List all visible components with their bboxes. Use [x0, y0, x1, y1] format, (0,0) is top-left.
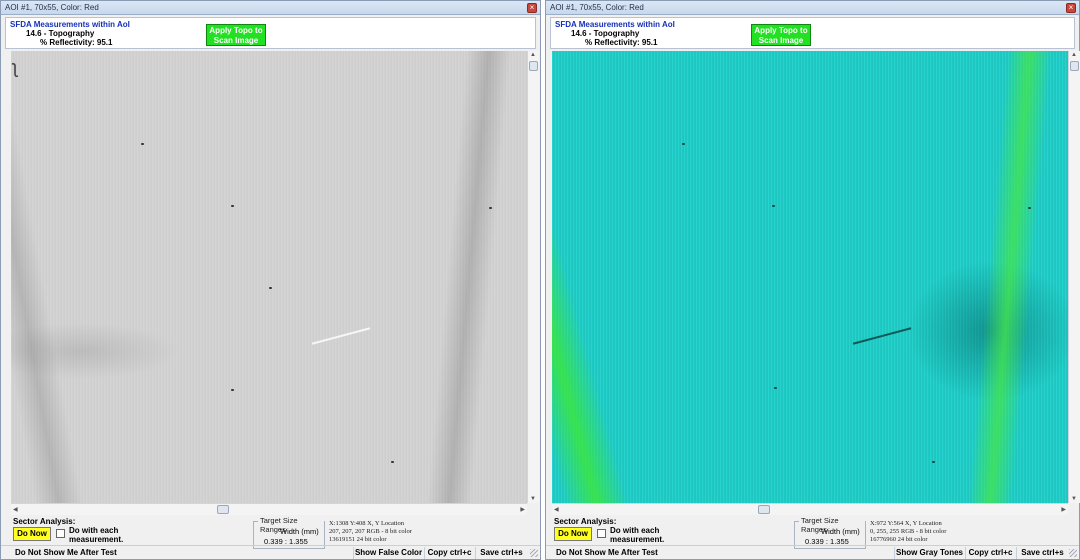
- speck-mark: [682, 143, 685, 145]
- close-icon[interactable]: ×: [1066, 3, 1076, 13]
- scroll-right-icon[interactable]: ▶: [1061, 507, 1066, 513]
- bottom-toolbar: Do Not Show Me After Test Show False Col…: [1, 545, 540, 559]
- topography-value: 14.6 - Topography: [26, 29, 95, 38]
- target-size-group: Target Size Ranges Width (mm) 0.339 : 1.…: [794, 516, 866, 549]
- apply-topo-button[interactable]: Apply Topo to Scan Image: [751, 24, 811, 46]
- do-now-button[interactable]: Do Now: [13, 527, 51, 541]
- do-with-each-label: Do with each measurement.: [69, 526, 124, 544]
- target-size-group: Target Size Ranges Width (mm) 0.339 : 1.…: [253, 516, 325, 549]
- scan-image[interactable]: [552, 51, 1068, 503]
- scratch-mark: [311, 327, 371, 345]
- measurements-heading: SFDA Measurements within AoI: [10, 20, 130, 29]
- scratch-mark: [852, 327, 912, 345]
- speck-mark: [231, 389, 234, 391]
- horizontal-scrollbar[interactable]: ◀ ▶: [11, 503, 527, 515]
- speck-mark: [231, 205, 234, 207]
- speck-mark: [772, 205, 775, 207]
- speck-mark: [391, 461, 394, 463]
- xy-location: X:1308 Y:408 X, Y Location: [329, 520, 405, 527]
- scroll-down-icon[interactable]: ▼: [1071, 496, 1077, 502]
- resize-grip-icon[interactable]: [1069, 549, 1077, 557]
- horizontal-scroll-thumb[interactable]: [217, 505, 229, 514]
- copy-button[interactable]: Copy ctrl+c: [424, 547, 474, 559]
- bottom-toolbar: Do Not Show Me After Test Show Gray Tone…: [546, 545, 1079, 559]
- show-false-color-button[interactable]: Show False Color: [353, 547, 423, 559]
- xy-location: X:972 Y:564 X, Y Location: [870, 520, 942, 527]
- scroll-down-icon[interactable]: ▼: [530, 496, 536, 502]
- show-gray-tones-button[interactable]: Show Gray Tones: [894, 547, 963, 559]
- scroll-left-icon[interactable]: ◀: [554, 507, 559, 513]
- sector-analysis-label: Sector Analysis:: [13, 517, 76, 526]
- rgb-value: 0, 255, 255 RGB - 8 bit color: [870, 528, 947, 535]
- speck-mark: [932, 461, 935, 463]
- topography-value: 14.6 - Topography: [571, 29, 640, 38]
- save-button[interactable]: Save ctrl+s: [1016, 547, 1068, 559]
- measurement-info-panel: SFDA Measurements within AoI 14.6 - Topo…: [5, 17, 536, 49]
- scroll-up-icon[interactable]: ▲: [1071, 52, 1077, 58]
- pixel-info: X:1308 Y:408 X, Y Location 207, 207, 207…: [329, 520, 449, 544]
- color-24bit-value: 16776960 24 bit color: [870, 536, 928, 543]
- measurements-heading: SFDA Measurements within AoI: [555, 20, 675, 29]
- width-mm-label: Width (mm): [280, 527, 319, 536]
- do-with-each-checkbox[interactable]: [597, 529, 606, 538]
- color-24bit-value: 13619151 24 bit color: [329, 536, 387, 543]
- reflectivity-value: % Reflectivity: 95.1: [40, 38, 113, 47]
- pixel-info: X:972 Y:564 X, Y Location 0, 255, 255 RG…: [870, 520, 990, 544]
- measurement-info-panel: SFDA Measurements within AoI 14.6 - Topo…: [550, 17, 1075, 49]
- scroll-right-icon[interactable]: ▶: [520, 507, 525, 513]
- width-mm-label: Width (mm): [821, 527, 860, 536]
- window-titlebar[interactable]: AOI #1, 70x55, Color: Red ×: [1, 1, 540, 15]
- window-title: AOI #1, 70x55, Color: Red: [550, 3, 644, 12]
- do-with-each-checkbox[interactable]: [56, 529, 65, 538]
- scan-image[interactable]: ʅ: [11, 51, 527, 503]
- speck-mark: [774, 387, 777, 389]
- target-size-title: Target Size Ranges: [799, 516, 865, 534]
- vertical-scrollbar[interactable]: ▲ ▼: [527, 51, 539, 503]
- vertical-scrollbar[interactable]: ▲ ▼: [1068, 51, 1080, 503]
- width-range-value: 0.339 : 1.355: [264, 537, 308, 546]
- aoi-window-grayscale: AOI #1, 70x55, Color: Red × SFDA Measure…: [0, 0, 541, 560]
- curl-mark-icon: ʅ: [13, 57, 17, 77]
- speck-mark: [489, 207, 492, 209]
- window-title: AOI #1, 70x55, Color: Red: [5, 3, 99, 12]
- speck-mark: [1028, 207, 1031, 209]
- horizontal-scrollbar[interactable]: ◀ ▶: [552, 503, 1068, 515]
- vertical-scroll-thumb[interactable]: [529, 61, 538, 71]
- scroll-up-icon[interactable]: ▲: [530, 52, 536, 58]
- reflectivity-value: % Reflectivity: 95.1: [585, 38, 658, 47]
- dont-show-after-test[interactable]: Do Not Show Me After Test: [15, 548, 117, 557]
- close-icon[interactable]: ×: [527, 3, 537, 13]
- copy-button[interactable]: Copy ctrl+c: [965, 547, 1015, 559]
- aoi-window-false-color: AOI #1, 70x55, Color: Red × SFDA Measure…: [545, 0, 1080, 560]
- window-titlebar[interactable]: AOI #1, 70x55, Color: Red ×: [546, 1, 1079, 15]
- dont-show-after-test[interactable]: Do Not Show Me After Test: [556, 548, 658, 557]
- scroll-left-icon[interactable]: ◀: [13, 507, 18, 513]
- save-button[interactable]: Save ctrl+s: [475, 547, 527, 559]
- target-size-title: Target Size Ranges: [258, 516, 324, 534]
- horizontal-scroll-thumb[interactable]: [758, 505, 770, 514]
- do-with-each-label: Do with each measurement.: [610, 526, 665, 544]
- apply-topo-button[interactable]: Apply Topo to Scan Image: [206, 24, 266, 46]
- speck-mark: [269, 287, 272, 289]
- width-range-value: 0.339 : 1.355: [805, 537, 849, 546]
- speck-mark: [141, 143, 144, 145]
- rgb-value: 207, 207, 207 RGB - 8 bit color: [329, 528, 412, 535]
- vertical-scroll-thumb[interactable]: [1070, 61, 1079, 71]
- do-now-button[interactable]: Do Now: [554, 527, 592, 541]
- resize-grip-icon[interactable]: [530, 549, 538, 557]
- sector-analysis-label: Sector Analysis:: [554, 517, 617, 526]
